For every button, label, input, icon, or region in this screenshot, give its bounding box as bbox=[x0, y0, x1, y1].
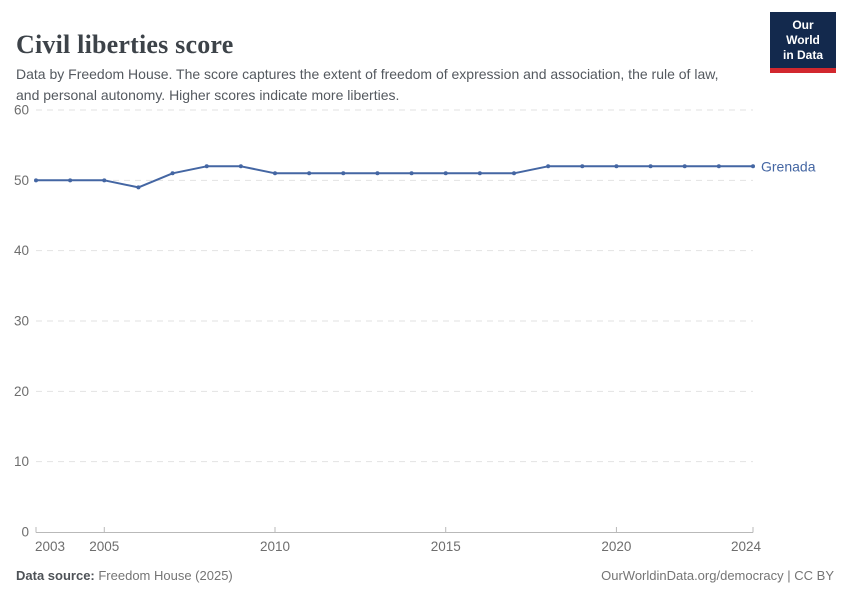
y-axis-tick-label: 60 bbox=[14, 103, 29, 118]
y-axis-tick-label: 40 bbox=[14, 243, 29, 258]
data-point bbox=[443, 171, 448, 176]
data-point bbox=[307, 171, 312, 176]
data-point bbox=[682, 164, 687, 169]
data-point bbox=[546, 164, 551, 169]
x-axis-tick-label: 2015 bbox=[431, 539, 461, 554]
data-point bbox=[751, 164, 755, 169]
data-point bbox=[102, 178, 107, 183]
owid-logo-text-line2: in Data bbox=[782, 48, 823, 62]
data-point bbox=[477, 171, 482, 176]
data-point bbox=[716, 164, 721, 169]
y-axis-tick-label: 50 bbox=[14, 173, 29, 188]
chart-footer: Data source: Freedom House (2025) OurWor… bbox=[16, 568, 834, 583]
x-axis-tick-label: 2020 bbox=[601, 539, 631, 554]
data-point bbox=[34, 178, 38, 183]
y-axis-tick-label: 10 bbox=[14, 454, 29, 469]
data-point bbox=[238, 164, 243, 169]
data-point bbox=[614, 164, 619, 169]
data-point bbox=[512, 171, 516, 176]
owid-logo[interactable]: Our World in Data bbox=[770, 12, 836, 73]
data-source-note: Data source: Freedom House (2025) bbox=[16, 568, 233, 583]
data-source-value: Freedom House (2025) bbox=[94, 568, 233, 583]
series-label: Grenada bbox=[761, 158, 816, 174]
data-point bbox=[648, 164, 653, 169]
page-title: Civil liberties score bbox=[16, 30, 234, 60]
y-axis-tick-label: 0 bbox=[21, 525, 29, 540]
data-point bbox=[68, 178, 73, 183]
data-source-label: Data source: bbox=[16, 568, 95, 583]
series-line bbox=[35, 165, 754, 189]
data-point bbox=[409, 171, 414, 176]
y-axis-tick-label: 20 bbox=[14, 384, 29, 399]
data-point bbox=[136, 185, 141, 190]
y-axis-tick-label: 30 bbox=[14, 314, 29, 329]
data-point bbox=[273, 171, 277, 176]
data-point bbox=[170, 171, 175, 176]
data-point bbox=[341, 171, 346, 176]
data-point bbox=[580, 164, 585, 169]
x-axis-tick-label: 2010 bbox=[260, 539, 290, 554]
chart-subtitle: Data by Freedom House. The score capture… bbox=[16, 66, 719, 103]
credit-link[interactable]: OurWorldinData.org/democracy | CC BY bbox=[601, 568, 834, 583]
x-axis-tick-label: 2005 bbox=[89, 539, 119, 554]
data-point bbox=[375, 171, 380, 176]
x-axis-tick-label: 2003 bbox=[35, 539, 65, 554]
owid-logo-text-line1: Our World bbox=[786, 18, 820, 47]
x-axis-tick-label: 2024 bbox=[731, 539, 762, 554]
data-point bbox=[204, 164, 209, 169]
